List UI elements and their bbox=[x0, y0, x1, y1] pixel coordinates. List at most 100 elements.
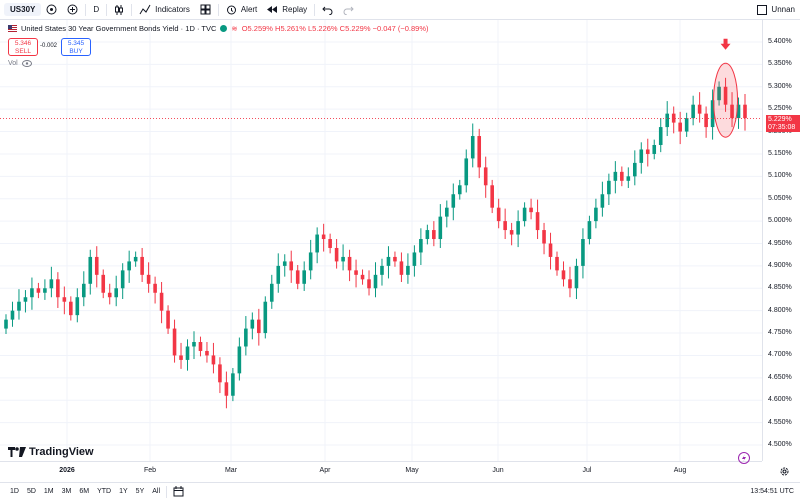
candle bbox=[406, 253, 410, 284]
candle-body bbox=[490, 185, 494, 208]
price-chart[interactable] bbox=[0, 20, 762, 461]
chart-pane[interactable] bbox=[0, 20, 762, 461]
calendar-icon[interactable] bbox=[173, 486, 184, 497]
candle bbox=[107, 283, 112, 305]
settings-gear-icon[interactable] bbox=[779, 466, 790, 477]
redo-button[interactable] bbox=[338, 0, 359, 20]
candle bbox=[535, 199, 540, 240]
range-button[interactable]: 5Y bbox=[135, 488, 145, 495]
candle-body bbox=[542, 230, 546, 244]
candle bbox=[263, 296, 268, 339]
candle bbox=[470, 123, 475, 168]
add-symbol-button[interactable] bbox=[41, 0, 62, 20]
plus-circle-icon bbox=[67, 4, 78, 15]
interval-button[interactable]: D bbox=[93, 5, 100, 14]
chart-type-button[interactable] bbox=[109, 0, 129, 20]
candle bbox=[367, 270, 371, 296]
sell-button[interactable]: 5.346 SELL bbox=[8, 38, 38, 56]
candle bbox=[308, 239, 313, 280]
candle-body bbox=[425, 230, 430, 240]
candle bbox=[354, 259, 358, 288]
candle bbox=[665, 101, 670, 137]
range-button[interactable]: 1Y bbox=[119, 488, 128, 495]
redo-icon bbox=[343, 6, 354, 15]
divider bbox=[217, 3, 219, 16]
candle-body bbox=[107, 292, 112, 298]
candle bbox=[282, 254, 287, 277]
buy-button[interactable]: 5.345 BUY bbox=[61, 38, 91, 56]
indicators-button[interactable]: Indicators bbox=[134, 0, 195, 20]
candle-body bbox=[140, 256, 144, 275]
candle-body bbox=[101, 274, 106, 293]
time-tick: Feb bbox=[143, 467, 157, 474]
candle bbox=[393, 251, 397, 267]
candle bbox=[341, 244, 345, 271]
time-tick: Aug bbox=[673, 467, 687, 474]
range-button[interactable]: YTD bbox=[97, 488, 112, 495]
legend-title[interactable]: United States 30 Year Government Bonds Y… bbox=[21, 24, 217, 33]
candle-body bbox=[347, 256, 352, 271]
candle bbox=[179, 342, 183, 369]
time-tick: Jul bbox=[582, 467, 592, 474]
replay-button[interactable]: Replay bbox=[262, 0, 312, 20]
down-arrow-marker bbox=[720, 38, 731, 50]
symbol-search-button[interactable]: US30Y bbox=[4, 3, 42, 16]
candle bbox=[438, 204, 443, 248]
candle bbox=[613, 161, 618, 194]
range-button[interactable]: 6M bbox=[79, 488, 90, 495]
candle-body bbox=[127, 261, 131, 271]
candle-body bbox=[81, 283, 86, 298]
range-button[interactable]: 5D bbox=[26, 488, 36, 495]
candle-body bbox=[393, 256, 397, 262]
volume-legend[interactable]: Vol bbox=[8, 60, 32, 67]
utc-clock[interactable]: 13:54:51 UTC bbox=[750, 488, 794, 495]
candle bbox=[419, 228, 423, 265]
candle bbox=[509, 222, 514, 246]
candle bbox=[399, 252, 404, 283]
candle-body bbox=[146, 274, 151, 284]
candle bbox=[386, 246, 391, 279]
layout-button[interactable]: Unnan bbox=[752, 0, 800, 20]
candle-body bbox=[205, 350, 209, 356]
divider bbox=[314, 3, 316, 16]
range-button[interactable]: 1M bbox=[43, 488, 54, 495]
alarm-clock-icon bbox=[226, 5, 236, 15]
candle-body bbox=[17, 301, 21, 311]
price-tick: 5.350% bbox=[768, 60, 792, 68]
candle bbox=[723, 77, 728, 112]
range-button[interactable]: 3M bbox=[61, 488, 72, 495]
candle-body bbox=[613, 171, 618, 181]
undo-button[interactable] bbox=[317, 0, 338, 20]
candle-body bbox=[626, 176, 631, 181]
price-tick: 4.700% bbox=[768, 351, 792, 359]
candle bbox=[717, 81, 721, 106]
rewind-icon bbox=[267, 6, 278, 13]
candle-body bbox=[172, 328, 177, 356]
candle-body bbox=[632, 162, 637, 177]
range-button[interactable]: All bbox=[152, 488, 161, 495]
eye-icon[interactable] bbox=[21, 60, 32, 67]
time-scale[interactable]: 2026 Feb Mar Apr May Jun Jul Aug bbox=[0, 461, 762, 479]
candle-body bbox=[730, 104, 734, 119]
candle-body bbox=[581, 239, 585, 266]
candle-body bbox=[516, 221, 520, 235]
price-tick: 5.400% bbox=[768, 38, 792, 45]
candle-body bbox=[192, 342, 196, 347]
alert-button[interactable]: Alert bbox=[221, 0, 262, 20]
candle bbox=[347, 249, 352, 282]
range-button[interactable]: 1D bbox=[10, 488, 19, 495]
bottom-toolbar: 1D 5D 1M 3M 6M YTD 1Y 5Y All 13:54:51 UTC bbox=[0, 482, 800, 500]
candle-body bbox=[477, 136, 482, 168]
lightning-icon[interactable] bbox=[738, 452, 750, 464]
candle-body bbox=[678, 122, 682, 132]
candle-body bbox=[645, 149, 650, 154]
candle-body bbox=[684, 118, 689, 132]
alert-label: Alert bbox=[240, 5, 258, 14]
candle bbox=[4, 314, 8, 334]
candle bbox=[244, 316, 248, 356]
candle-body bbox=[607, 180, 611, 195]
candle-body bbox=[406, 265, 410, 275]
price-scale[interactable]: 5.400%5.350%5.300%5.250%5.200%5.150%5.10… bbox=[762, 20, 800, 461]
plus-button[interactable] bbox=[62, 0, 83, 20]
templates-button[interactable] bbox=[195, 0, 216, 20]
